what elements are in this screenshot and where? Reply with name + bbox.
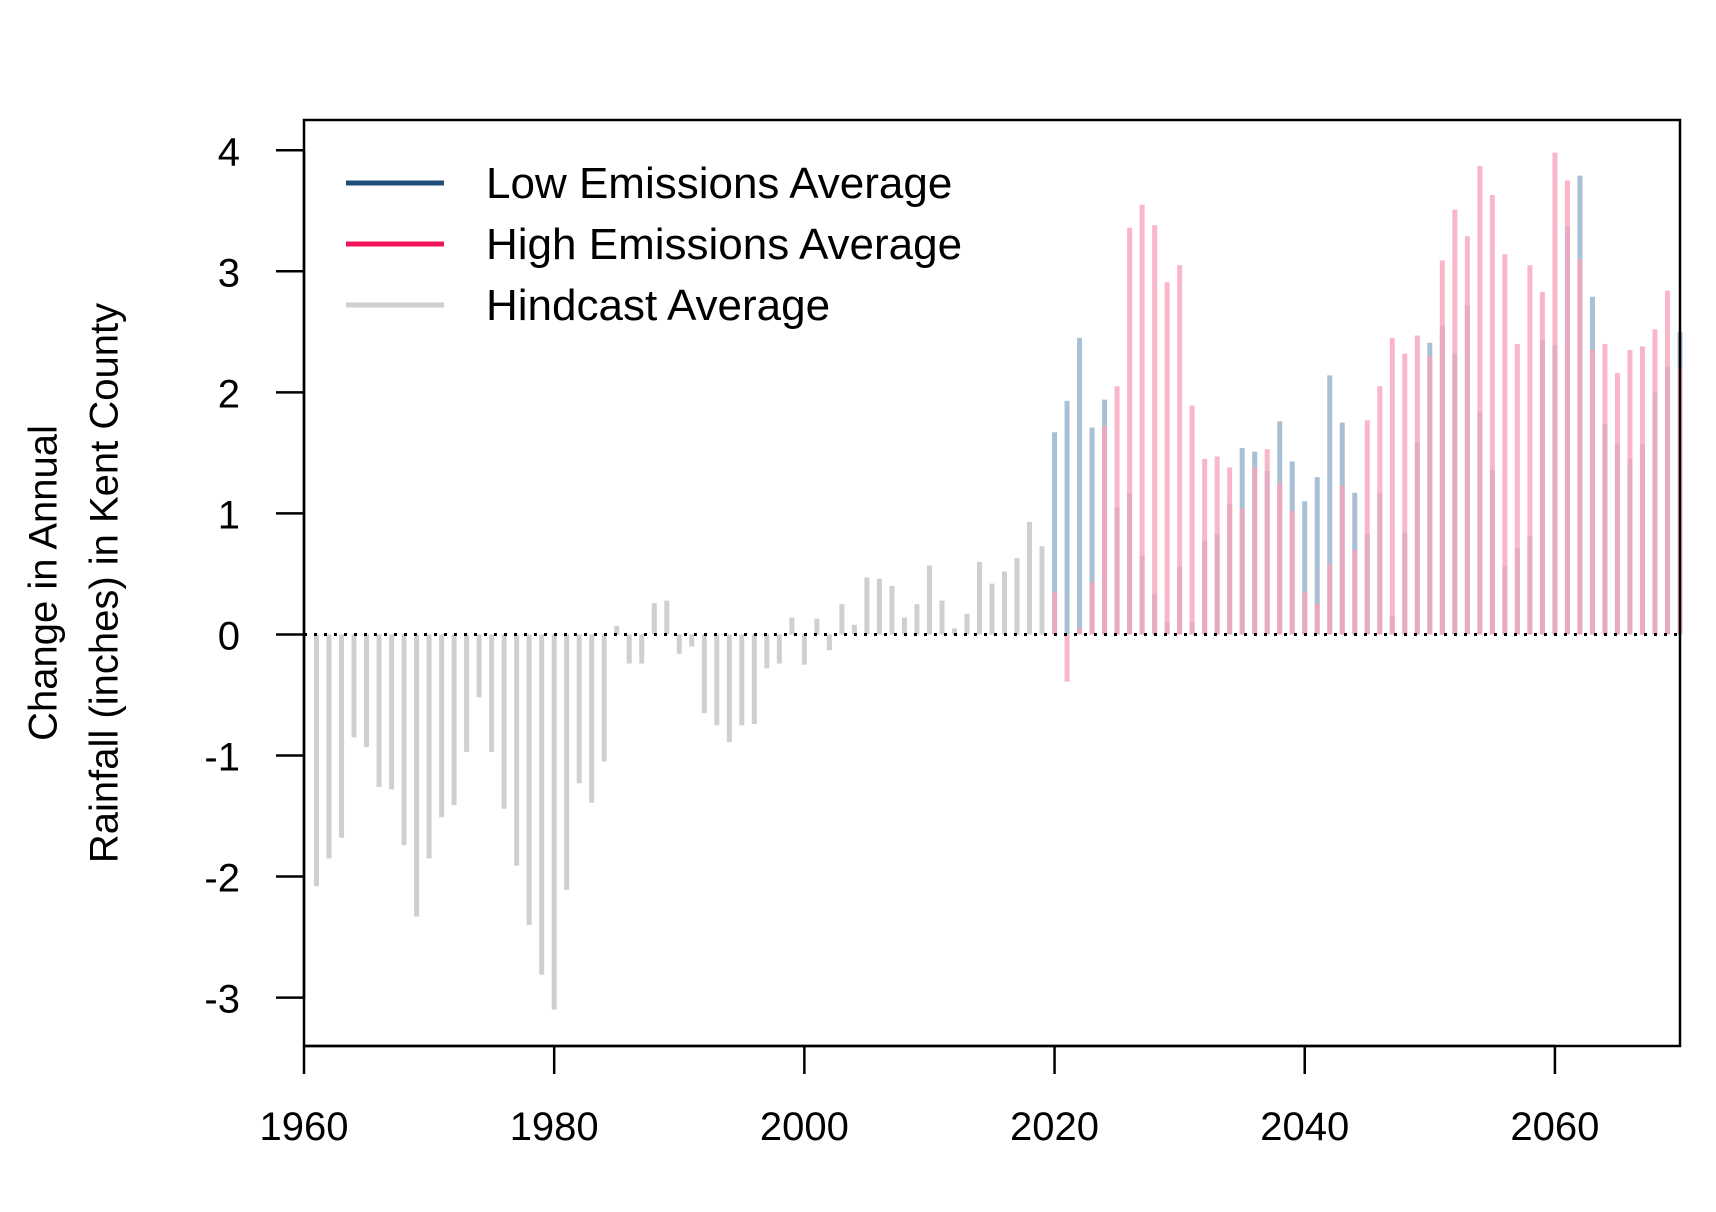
y-tick-label--2: -2	[204, 857, 240, 901]
y-axis: -3 -2 -1 0 1 2 3 4	[204, 130, 306, 1022]
legend-label-hindcast-average: Hindcast Average	[486, 281, 830, 330]
x-axis: 1960 1980 2000 2020 2040 2060	[260, 1044, 1599, 1149]
y-tick-label--1: -1	[204, 735, 240, 779]
y-axis-title: Change in Annual Rainfall (inches) in Ken…	[22, 303, 127, 863]
high-emissions-bars	[1052, 152, 1683, 682]
x-tick-label-1980: 1980	[510, 1105, 599, 1149]
x-tick-label-2060: 2060	[1510, 1105, 1599, 1149]
y-tick-label-4: 4	[218, 130, 240, 174]
legend-label-high-emissions-average: High Emissions Average	[486, 220, 962, 269]
legend-label-low-emissions-average: Low Emissions Average	[486, 159, 952, 208]
y-tick-label-2: 2	[218, 372, 240, 416]
x-tick-label-1960: 1960	[260, 1105, 349, 1149]
y-tick-label-0: 0	[218, 614, 240, 658]
y-tick-label-1: 1	[218, 493, 240, 537]
x-tick-label-2000: 2000	[760, 1105, 849, 1149]
y-axis-title-line-2: Rainfall (inches) in Kent County	[83, 303, 127, 863]
x-tick-label-2040: 2040	[1260, 1105, 1349, 1149]
legend: Low Emissions Average High Emissions Aver…	[346, 159, 962, 330]
y-axis-title-line-1: Change in Annual	[22, 425, 66, 741]
y-tick-label--3: -3	[204, 978, 240, 1022]
y-tick-label-3: 3	[218, 251, 240, 295]
x-tick-label-2020: 2020	[1010, 1105, 1099, 1149]
hindcast-bars	[314, 521, 1045, 1010]
